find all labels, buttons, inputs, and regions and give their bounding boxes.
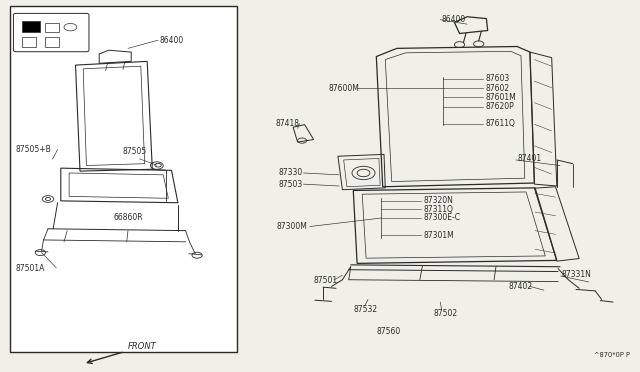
Text: 87320N: 87320N	[423, 196, 453, 205]
Text: 87402: 87402	[509, 282, 533, 291]
Text: 87620P: 87620P	[485, 102, 514, 111]
Text: 87611Q: 87611Q	[485, 119, 515, 128]
Text: 87601M: 87601M	[485, 93, 516, 102]
Text: 87331N: 87331N	[562, 270, 592, 279]
Text: 87600M: 87600M	[328, 84, 359, 93]
Text: 87505: 87505	[123, 147, 147, 155]
Text: 87501: 87501	[314, 276, 338, 285]
Text: 87311Q: 87311Q	[423, 205, 453, 214]
Text: 87502: 87502	[434, 309, 458, 318]
Text: 87501A: 87501A	[16, 264, 45, 273]
Text: 87401: 87401	[517, 154, 541, 163]
Text: ^870*0P P: ^870*0P P	[595, 352, 630, 358]
Text: 87560: 87560	[377, 327, 401, 336]
Text: 86400: 86400	[160, 36, 184, 45]
Text: 87602: 87602	[485, 84, 509, 93]
Text: 66860R: 66860R	[114, 213, 143, 222]
Text: 87418: 87418	[275, 119, 300, 128]
Text: 87300E-C: 87300E-C	[423, 214, 460, 222]
Text: FRONT: FRONT	[128, 342, 157, 351]
Text: 86400: 86400	[442, 15, 466, 24]
Text: 87503: 87503	[278, 180, 303, 189]
FancyBboxPatch shape	[10, 6, 237, 352]
Text: 87300M: 87300M	[276, 222, 307, 231]
FancyBboxPatch shape	[22, 21, 40, 32]
Text: 87301M: 87301M	[423, 231, 454, 240]
Text: 87603: 87603	[485, 74, 509, 83]
Text: 87532: 87532	[354, 305, 378, 314]
Text: 87330: 87330	[278, 169, 303, 177]
Text: 87505+B: 87505+B	[16, 145, 52, 154]
